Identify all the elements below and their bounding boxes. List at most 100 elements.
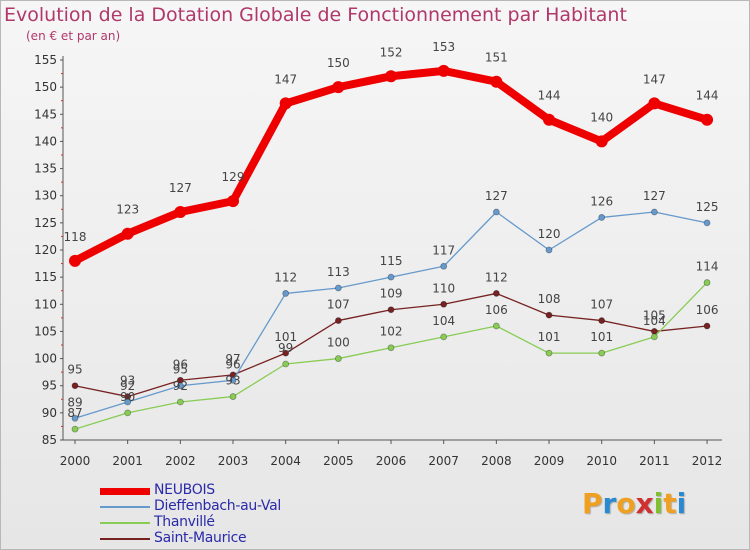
logo-letter: o (616, 487, 636, 520)
data-label: 106 (485, 303, 508, 317)
data-point (174, 206, 187, 218)
data-point (71, 414, 79, 422)
data-label: 101 (538, 330, 561, 344)
data-point (598, 214, 606, 221)
data-label: 97 (225, 352, 240, 366)
data-label: 105 (643, 308, 666, 322)
data-point (71, 382, 79, 390)
data-label: 92 (173, 379, 188, 393)
x-tick-label: 2000 (60, 454, 91, 468)
data-point (437, 64, 450, 77)
data-point (387, 344, 395, 352)
data-point (440, 300, 448, 308)
data-label: 99 (278, 341, 293, 355)
x-tick-label: 2002 (165, 454, 196, 468)
data-label: 112 (485, 270, 508, 284)
x-tick-label: 2004 (270, 454, 301, 468)
data-label: 127 (169, 181, 192, 195)
data-point (282, 349, 290, 357)
data-label: 90 (120, 390, 135, 404)
x-tick-label: 2011 (639, 454, 670, 468)
legend-swatch (100, 506, 150, 508)
data-point (703, 279, 711, 286)
data-point (440, 262, 448, 270)
data-label: 100 (327, 336, 350, 350)
data-point (121, 227, 134, 240)
data-label: 108 (538, 292, 561, 306)
data-label: 120 (538, 227, 561, 241)
y-tick-label: 140 (34, 134, 57, 148)
series-line-neubois (71, 66, 712, 265)
y-tick-label: 145 (34, 107, 57, 121)
data-point (282, 360, 290, 368)
logo-letter: P (582, 487, 603, 520)
y-tick-label: 105 (34, 324, 57, 338)
data-label: 144 (696, 89, 719, 103)
data-point (282, 290, 290, 297)
data-label: 147 (643, 72, 666, 86)
y-tick-label: 155 (34, 53, 57, 67)
data-point (334, 355, 342, 362)
legend-label: Dieffenbach-au-Val (154, 498, 281, 514)
data-label: 95 (67, 363, 82, 377)
y-tick-label: 90 (42, 406, 57, 420)
logo-letter: i (653, 487, 664, 520)
y-tick-label: 150 (34, 80, 57, 94)
data-point (124, 409, 132, 417)
data-point (385, 70, 398, 83)
x-tick-label: 2001 (112, 454, 143, 468)
data-point (492, 208, 500, 216)
legend-swatch (100, 522, 150, 524)
data-point (332, 81, 345, 94)
data-label: 109 (380, 287, 403, 301)
data-point (595, 135, 608, 148)
data-label: 125 (696, 200, 719, 214)
data-point (387, 273, 395, 281)
data-label: 151 (485, 51, 508, 65)
data-point (703, 322, 711, 330)
legend-swatch (100, 487, 150, 495)
data-label: 152 (380, 45, 403, 59)
logo-letter: x (635, 487, 654, 520)
data-point (598, 317, 606, 324)
series-line-dieffenbach-au-val (74, 211, 708, 419)
chart-subtitle: (en € et par an) (26, 29, 121, 43)
data-label: 104 (432, 314, 455, 328)
legend-label: Saint-Maurice (154, 530, 247, 546)
data-point (543, 113, 556, 126)
data-label: 126 (590, 194, 613, 208)
y-tick-label: 85 (42, 433, 57, 447)
logo-letter: t (663, 487, 677, 520)
y-tick-label: 100 (34, 352, 57, 366)
data-label: 101 (274, 330, 297, 344)
data-label: 153 (432, 40, 455, 54)
x-tick-label: 2005 (323, 454, 354, 468)
data-label: 114 (696, 260, 719, 274)
data-label: 93 (225, 374, 240, 388)
data-point (701, 113, 714, 126)
x-tick-label: 2010 (586, 454, 617, 468)
data-label: 87 (67, 406, 82, 420)
data-label: 127 (485, 189, 508, 203)
data-point (440, 333, 448, 341)
logo-letter: r (602, 487, 617, 520)
data-label: 102 (380, 325, 403, 339)
legend-label: NEUBOIS (154, 482, 215, 498)
data-label: 147 (274, 72, 297, 86)
data-point (650, 333, 658, 341)
data-label: 89 (67, 395, 82, 409)
data-label: 113 (327, 265, 350, 279)
data-point (334, 317, 342, 324)
x-tick-label: 2008 (481, 454, 512, 468)
data-label: 93 (120, 374, 135, 388)
data-point (176, 382, 184, 390)
legend-label: Thanvillé (154, 514, 215, 530)
data-label: 96 (173, 357, 188, 371)
data-label: 107 (590, 298, 613, 312)
y-tick-label: 115 (34, 270, 57, 284)
data-point (229, 376, 237, 384)
data-label: 110 (432, 281, 455, 295)
data-label: 129 (222, 170, 245, 184)
